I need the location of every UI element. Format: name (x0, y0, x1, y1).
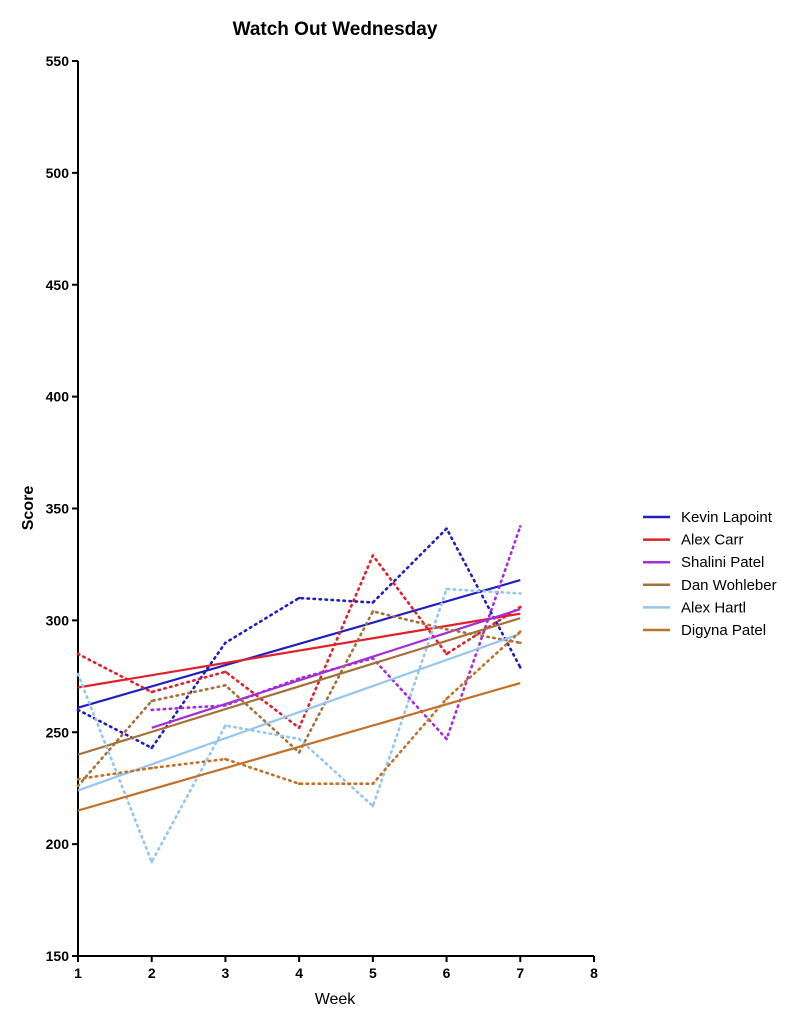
chart-title: Watch Out Wednesday (233, 19, 438, 40)
x-tick-label: 8 (590, 965, 598, 981)
data-point (224, 683, 227, 687)
data-point (518, 630, 522, 633)
data-point (150, 690, 154, 694)
y-tick-label: 350 (46, 501, 70, 517)
data-point (445, 527, 448, 530)
legend-label: Digyna Patel (681, 622, 766, 639)
data-point (150, 746, 154, 750)
series-trend-line (77, 681, 521, 812)
legend-item: Shalini Patel (643, 554, 764, 571)
series-alex-carr (76, 554, 522, 730)
y-tick-label: 550 (46, 53, 70, 69)
series-kevin-lapoint (76, 527, 522, 750)
data-point (445, 737, 448, 741)
series-trend-line (151, 608, 521, 729)
legend: Kevin Lapoint Alex Carr Shalini Patel Dan W… (643, 509, 777, 639)
axes: 150 200 250 300 350 400 450 500 550 1 2 3 4 5 6 7 8 (46, 53, 598, 981)
data-point (518, 525, 522, 528)
legend-item: Kevin Lapoint (643, 509, 773, 526)
series-alex-hartl (76, 587, 522, 864)
y-tick-label: 500 (46, 165, 70, 181)
data-point (371, 804, 375, 808)
data-point (76, 708, 80, 712)
data-point (445, 587, 448, 591)
y-tick-label: 300 (46, 612, 70, 628)
y-tick-label: 250 (46, 724, 70, 740)
data-point (371, 554, 375, 557)
series-trend-line (77, 612, 521, 689)
data-point (518, 592, 522, 595)
legend-item: Alex Carr (643, 532, 744, 549)
series-data-line (150, 525, 522, 741)
y-tick-label: 450 (46, 277, 70, 293)
series-trend-line (77, 617, 521, 756)
data-point (76, 784, 80, 788)
x-axis-label: Week (315, 991, 357, 1008)
data-point (518, 641, 522, 645)
data-point (76, 672, 80, 676)
x-tick-label: 6 (443, 965, 451, 981)
plot-area (76, 525, 522, 864)
data-point (445, 652, 448, 656)
data-point (297, 737, 301, 741)
legend-item: Digyna Patel (643, 622, 766, 639)
series-shalini-patel (150, 525, 522, 741)
data-point (224, 670, 227, 674)
x-tick-label: 3 (222, 965, 230, 981)
y-tick-label: 200 (46, 836, 70, 852)
data-point (371, 782, 375, 786)
y-tick-label: 400 (46, 389, 70, 405)
x-tick-label: 5 (369, 965, 377, 981)
data-point (297, 726, 301, 730)
data-point (224, 757, 227, 761)
x-tick-label: 2 (148, 965, 156, 981)
legend-label: Shalini Patel (681, 554, 764, 571)
legend-label: Alex Carr (681, 532, 744, 549)
data-point (297, 596, 301, 600)
data-point (445, 697, 448, 700)
legend-label: Kevin Lapoint (681, 509, 773, 526)
data-point (371, 610, 375, 613)
x-tick-label: 7 (516, 965, 524, 981)
data-point (150, 766, 154, 770)
data-point (224, 641, 227, 645)
data-point (224, 724, 227, 727)
legend-item: Alex Hartl (643, 599, 746, 616)
data-point (150, 699, 154, 703)
data-point (150, 860, 154, 864)
x-tick-label: 4 (295, 965, 303, 981)
legend-item: Dan Wohleber (643, 577, 777, 594)
x-tick-label: 1 (74, 965, 82, 981)
data-point (371, 601, 375, 604)
data-point (297, 751, 301, 754)
data-point (76, 777, 80, 781)
data-point (297, 782, 301, 786)
data-point (445, 628, 448, 631)
y-tick-label: 150 (46, 948, 70, 964)
series-digyna-patel (76, 630, 522, 812)
series-trend-line (77, 579, 521, 709)
data-point (518, 605, 522, 609)
series-dan-wohleber (76, 610, 522, 788)
data-point (76, 652, 80, 656)
data-point (518, 666, 522, 669)
legend-label: Dan Wohleber (681, 577, 777, 594)
y-axis-label: Score (20, 486, 37, 531)
legend-label: Alex Hartl (681, 599, 746, 616)
series-trend-line (77, 632, 521, 792)
data-point (150, 708, 154, 712)
